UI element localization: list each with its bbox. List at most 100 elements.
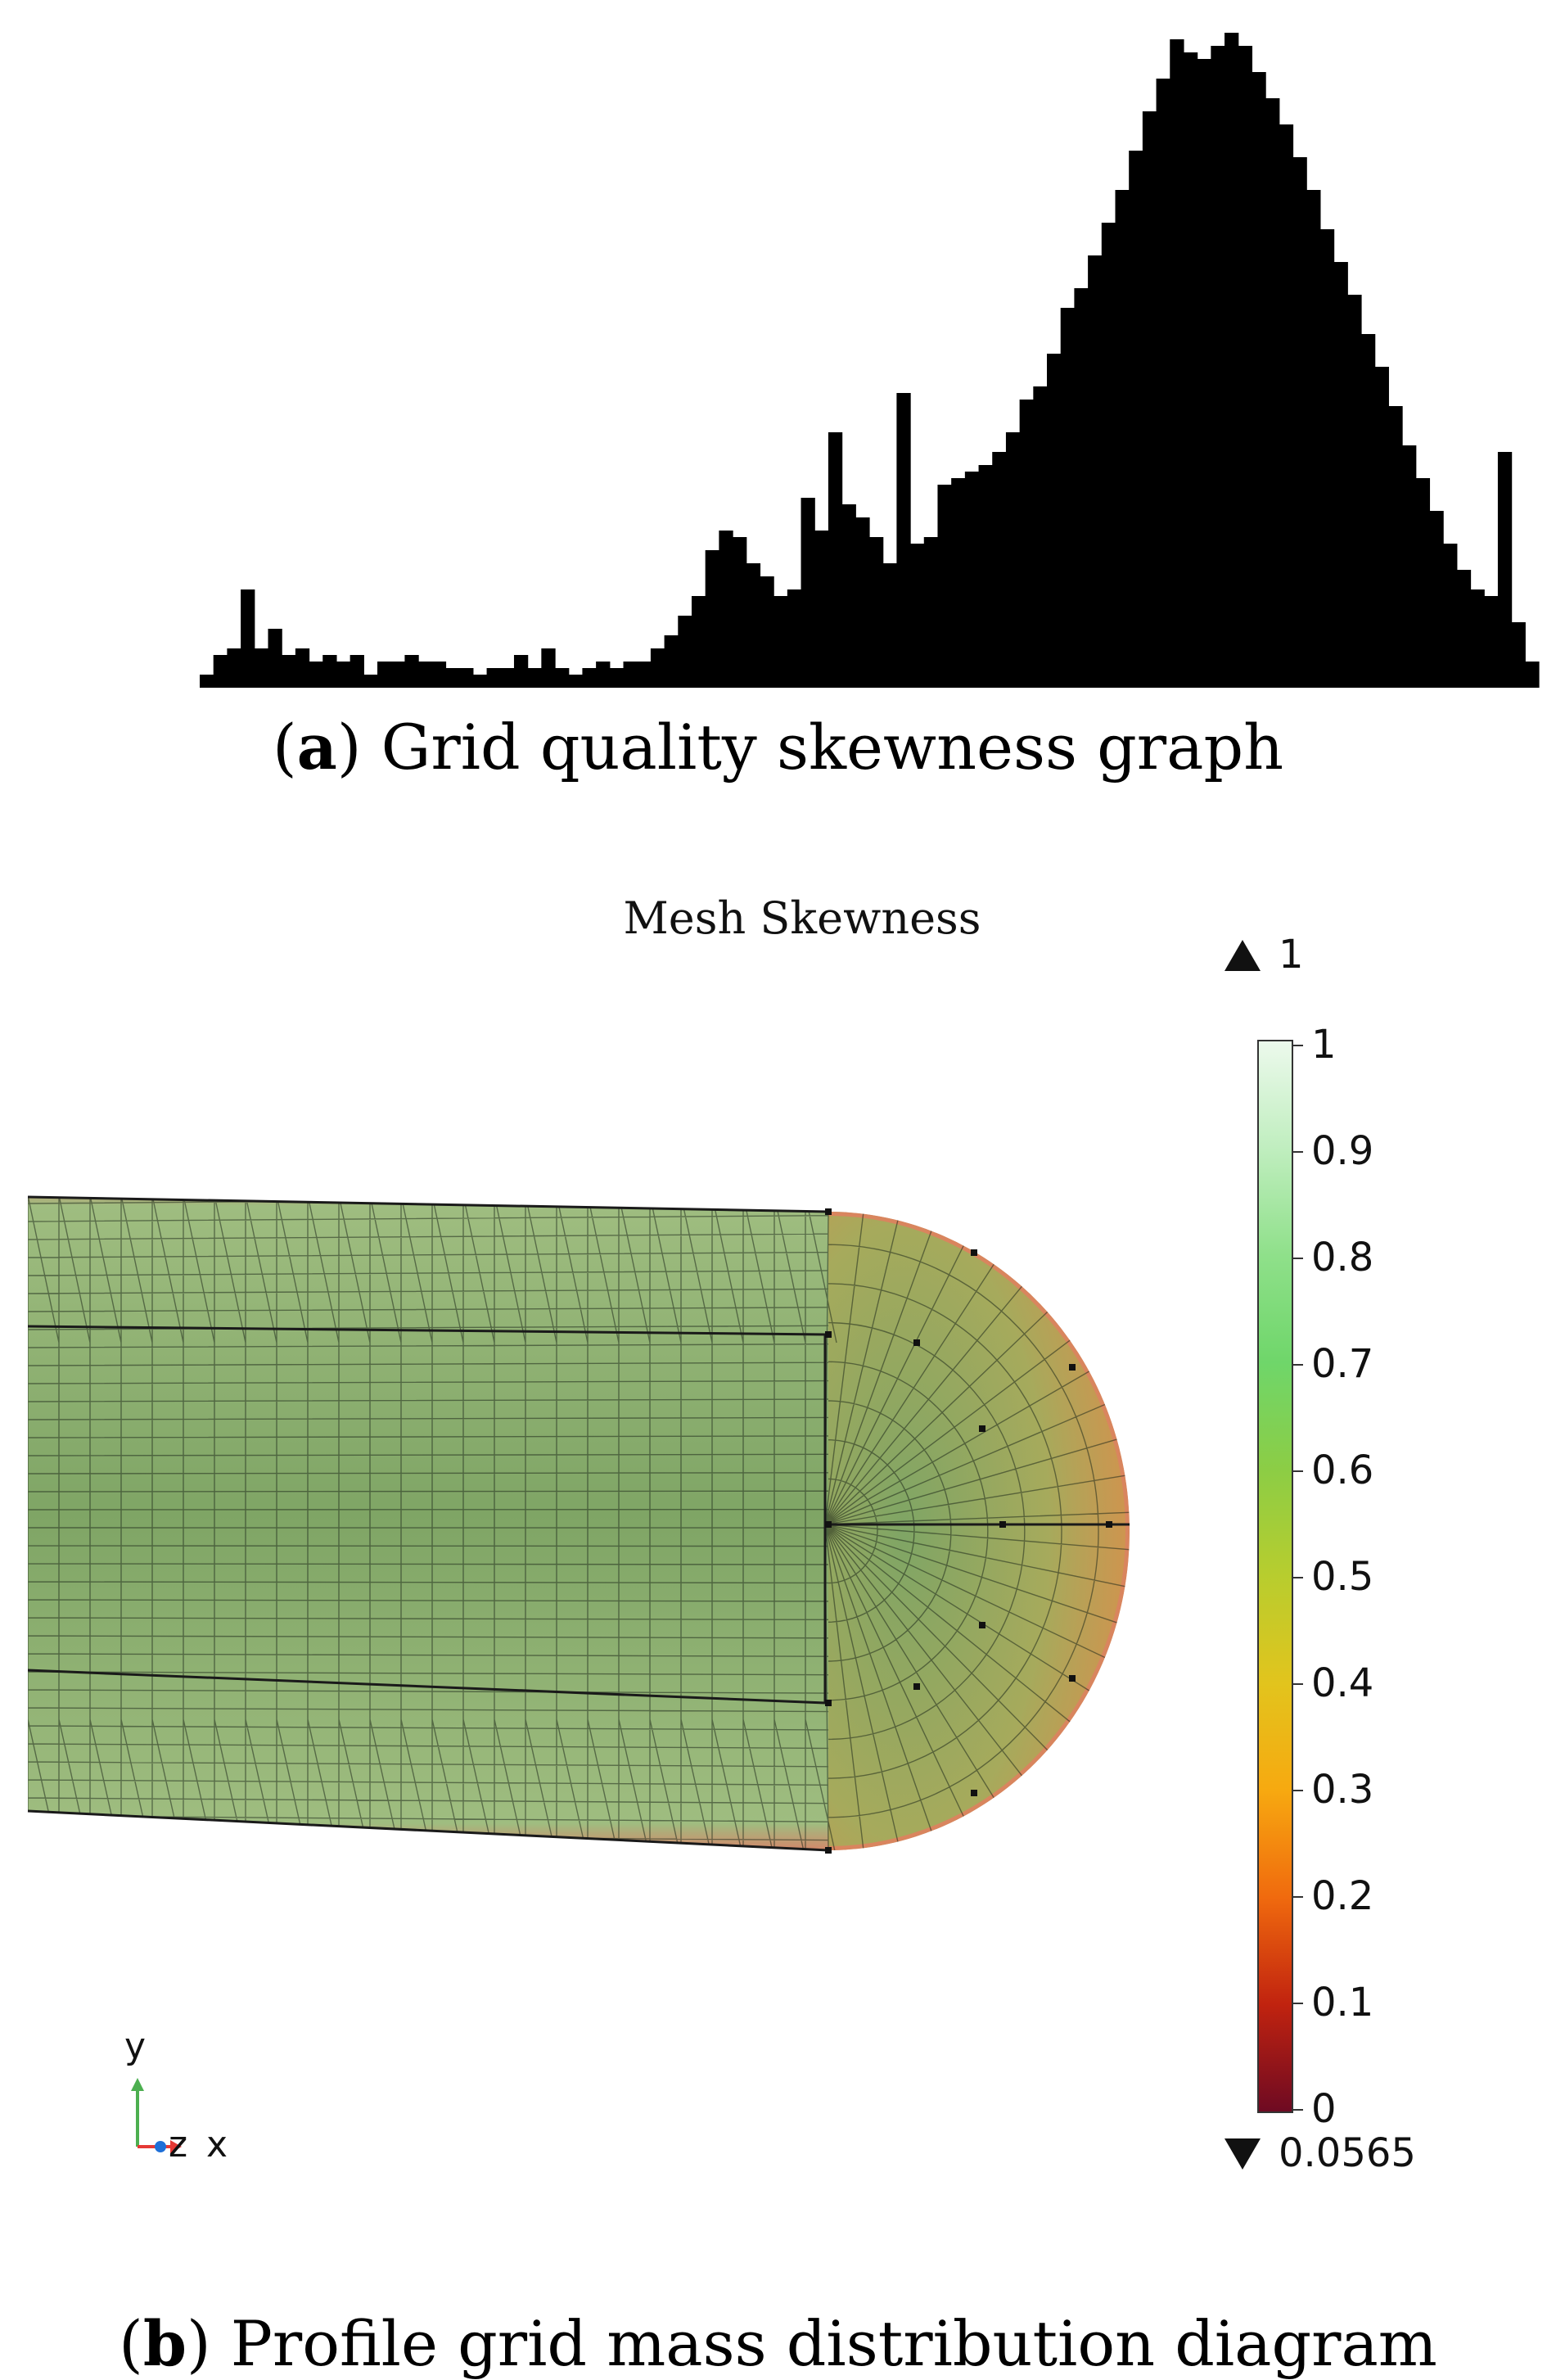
histogram-bar	[472, 675, 488, 688]
colorbar-tick-label: 0.2	[1311, 1873, 1374, 1919]
histogram-bar	[254, 648, 269, 688]
colorbar-tick-label: 0.9	[1311, 1128, 1374, 1174]
histogram-bar	[978, 465, 993, 688]
mesh-node	[825, 1331, 832, 1338]
histogram-bar	[664, 635, 679, 688]
colorbar-tick-label: 0.5	[1311, 1554, 1374, 1600]
histogram-bar	[568, 675, 584, 688]
histogram-bar	[705, 550, 719, 688]
histogram-bar	[1019, 400, 1034, 688]
histogram-bar	[841, 504, 856, 688]
colorbar-tick	[1293, 2003, 1303, 2004]
colorbar-tick-label: 0.8	[1311, 1235, 1374, 1280]
histogram-bar	[1252, 72, 1266, 688]
histogram-bar	[322, 655, 337, 688]
histogram-bar	[1306, 190, 1321, 688]
histogram-bar	[637, 662, 652, 688]
colorbar-tick	[1293, 1470, 1303, 1472]
histogram-bar	[295, 648, 310, 688]
histogram-bar	[541, 648, 556, 688]
histogram-bar	[1211, 46, 1225, 688]
colorbar-tick	[1293, 1258, 1303, 1259]
skewness-histogram	[200, 33, 1540, 688]
histogram-bar	[1497, 452, 1513, 688]
histogram-bar	[1484, 596, 1499, 688]
colorbar-tick	[1293, 1790, 1303, 1791]
histogram-bar	[992, 452, 1007, 688]
mesh-node	[1069, 1675, 1076, 1682]
mesh-node	[825, 1521, 832, 1528]
histogram-bar	[828, 432, 843, 688]
histogram-bar	[1388, 406, 1403, 688]
mesh-node	[825, 1847, 832, 1854]
histogram-bar	[1292, 157, 1307, 688]
caption-b: (b) Profile grid mass distribution diagr…	[119, 2307, 1437, 2380]
histogram-bar	[1511, 622, 1526, 688]
histogram-bar	[1115, 190, 1130, 688]
histogram-bar	[855, 517, 870, 688]
histogram-bar	[1225, 33, 1239, 688]
mesh-node	[979, 1622, 985, 1628]
colorbar-tick-label: 1	[1311, 1022, 1337, 1068]
pipe-outline	[27, 1195, 1130, 1852]
histogram-bar	[459, 668, 474, 688]
histogram-bar	[241, 589, 255, 688]
histogram-bar	[773, 596, 788, 688]
colorbar-tick-label: 0.1	[1311, 1980, 1374, 2025]
histogram-bar	[1415, 478, 1431, 688]
mesh-node	[979, 1425, 985, 1432]
colorbar-tick-label: 0.6	[1311, 1447, 1374, 1493]
histogram-bar	[937, 485, 952, 688]
histogram-bar	[309, 662, 323, 688]
histogram-bar	[1279, 124, 1294, 688]
histogram-bar	[336, 662, 351, 688]
colorbar	[1257, 1040, 1293, 2113]
histogram-bar	[678, 616, 692, 688]
histogram-bar	[1033, 386, 1048, 688]
histogram-bar	[1170, 39, 1184, 688]
colorbar-tick	[1293, 1896, 1303, 1898]
colorbar-tick	[1293, 1151, 1303, 1153]
histogram-bar	[801, 498, 815, 688]
histogram-bar	[596, 662, 611, 688]
mesh-node	[1069, 1364, 1076, 1371]
mesh-node	[1106, 1521, 1112, 1528]
colorbar-tick-label: 0.4	[1311, 1660, 1374, 1706]
histogram-bar	[404, 655, 419, 688]
mesh-node	[825, 1208, 832, 1215]
histogram-bar	[1142, 111, 1157, 688]
colorbar-tick	[1293, 1364, 1303, 1366]
histogram-bar	[1525, 662, 1540, 688]
histogram-bar	[1183, 52, 1198, 688]
histogram-bar	[227, 648, 241, 688]
colorbar-tick-label: 0	[1311, 2086, 1337, 2132]
histogram-bar	[527, 668, 542, 688]
histogram-bar	[445, 668, 460, 688]
mesh-node	[913, 1683, 920, 1690]
histogram-bar	[1470, 589, 1485, 688]
histogram-bar	[896, 393, 911, 688]
min-value-label: 0.0565	[1279, 2130, 1416, 2176]
histogram-bar	[964, 472, 980, 688]
histogram-bar	[282, 655, 296, 688]
mesh-node	[913, 1339, 920, 1346]
histogram-bar	[213, 655, 228, 688]
histogram-bar	[1088, 255, 1103, 688]
histogram-bar	[1347, 295, 1362, 688]
histogram-bar	[200, 675, 214, 688]
axes-triad-icon	[131, 2078, 182, 2153]
histogram-bar	[609, 668, 625, 688]
histogram-bar	[1265, 98, 1280, 688]
histogram-bar	[951, 478, 966, 688]
colorbar-tick	[1293, 1683, 1303, 1685]
mesh-skewness-title: Mesh Skewness	[623, 892, 981, 944]
histogram-bar	[363, 675, 378, 688]
colorbar-tick-label: 0.7	[1311, 1341, 1374, 1387]
histogram-bar	[1060, 308, 1075, 688]
histogram-bar	[500, 668, 515, 688]
histogram-bar	[760, 576, 774, 688]
colorbar-tick	[1293, 2109, 1303, 2111]
histogram-bar	[418, 662, 433, 688]
histogram-bar	[1074, 288, 1089, 688]
mesh-node	[971, 1790, 977, 1796]
